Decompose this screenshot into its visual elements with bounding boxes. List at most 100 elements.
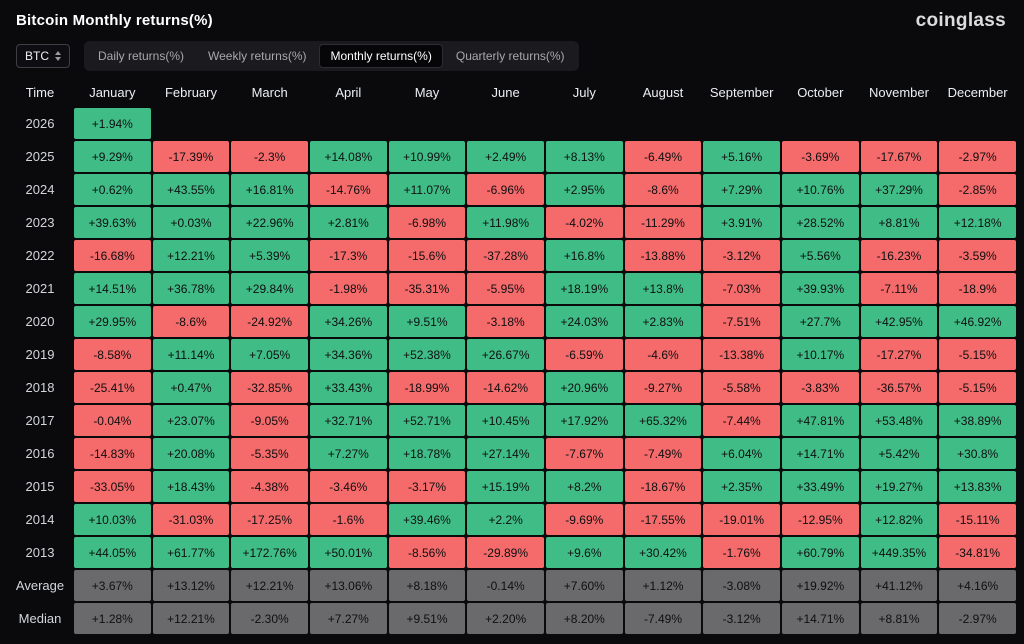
return-cell-2018-october: -3.83% <box>781 372 859 403</box>
symbol-select[interactable]: BTC <box>16 44 70 68</box>
return-cell-2022-january: -16.68% <box>74 240 151 271</box>
return-cell-2021-august: +13.8% <box>624 273 702 304</box>
return-cell-2017-april: +32.71% <box>309 405 387 436</box>
return-cell-2016-january: -14.83% <box>74 438 151 469</box>
return-cell-2013-september: -1.76% <box>703 537 780 568</box>
return-cell-2014-september: -19.01% <box>703 504 780 535</box>
return-cell-2013-december: -34.81% <box>939 537 1016 568</box>
return-cell-2013-may: -8.56% <box>388 537 466 568</box>
return-cell-2014-november: +12.82% <box>860 504 938 535</box>
empty-cell <box>467 108 544 139</box>
row-label-2021: 2021 <box>25 281 55 296</box>
return-cell-2020-march: -24.92% <box>231 306 308 337</box>
return-cell-2026-january: +1.94% <box>74 108 151 139</box>
row-label-2022: 2022 <box>25 248 55 263</box>
return-cell-2018-august: -9.27% <box>624 372 702 403</box>
tab-quarterly-returns[interactable]: Quarterly returns(%) <box>445 44 576 68</box>
return-cell-2020-september: -7.51% <box>703 306 780 337</box>
return-cell-2014-february: -31.03% <box>152 504 230 535</box>
tab-monthly-returns[interactable]: Monthly returns(%) <box>319 44 443 68</box>
return-cell-average-july: +7.60% <box>545 570 623 601</box>
row-label-2020: 2020 <box>25 314 55 329</box>
return-cell-2018-june: -14.62% <box>467 372 544 403</box>
col-header-september: September <box>709 84 774 100</box>
return-cell-2013-august: +30.42% <box>624 537 702 568</box>
col-header-december: December <box>947 84 1008 100</box>
return-cell-2019-september: -13.38% <box>703 339 780 370</box>
return-cell-2025-july: +8.13% <box>545 141 623 172</box>
col-header-august: August <box>642 84 684 100</box>
return-cell-2025-april: +14.08% <box>309 141 387 172</box>
return-cell-2014-april: -1.6% <box>309 504 387 535</box>
return-cell-median-june: +2.20% <box>467 603 544 634</box>
return-cell-2025-december: -2.97% <box>939 141 1016 172</box>
row-label-2016: 2016 <box>25 446 55 461</box>
return-cell-2024-october: +10.76% <box>781 174 859 205</box>
return-cell-2022-may: -15.6% <box>388 240 466 271</box>
coinglass-logo: coinglass <box>915 9 1006 31</box>
return-cell-2020-april: +34.26% <box>309 306 387 337</box>
return-cell-2017-december: +38.89% <box>939 405 1016 436</box>
return-cell-2016-april: +7.27% <box>309 438 387 469</box>
return-cell-2019-october: +10.17% <box>781 339 859 370</box>
return-cell-2013-february: +61.77% <box>152 537 230 568</box>
return-cell-2022-november: -16.23% <box>860 240 938 271</box>
return-cell-2021-april: -1.98% <box>309 273 387 304</box>
return-cell-2013-april: +50.01% <box>309 537 387 568</box>
return-cell-median-august: -7.49% <box>624 603 702 634</box>
return-cell-median-february: +12.21% <box>152 603 230 634</box>
row-label-median: Median <box>18 611 62 626</box>
return-cell-2025-march: -2.3% <box>231 141 308 172</box>
empty-cell <box>782 108 859 139</box>
return-cell-2015-september: +2.35% <box>703 471 780 502</box>
return-cell-median-september: -3.12% <box>703 603 780 634</box>
select-arrows-icon <box>55 51 61 61</box>
return-cell-2022-july: +16.8% <box>545 240 623 271</box>
return-cell-2025-september: +5.16% <box>703 141 780 172</box>
tab-daily-returns[interactable]: Daily returns(%) <box>87 44 195 68</box>
return-cell-2022-march: +5.39% <box>231 240 308 271</box>
return-cell-2014-august: -17.55% <box>624 504 702 535</box>
row-label-2018: 2018 <box>25 380 55 395</box>
return-cell-2021-june: -5.95% <box>467 273 544 304</box>
col-header-october: October <box>797 84 844 100</box>
col-header-january: January <box>89 84 136 100</box>
return-cell-2024-august: -8.6% <box>624 174 702 205</box>
return-cell-2014-july: -9.69% <box>545 504 623 535</box>
return-cell-2016-july: -7.67% <box>545 438 623 469</box>
return-cell-2015-march: -4.38% <box>231 471 308 502</box>
col-header-february: February <box>164 84 217 100</box>
return-cell-2015-february: +18.43% <box>152 471 230 502</box>
return-cell-2025-may: +10.99% <box>388 141 466 172</box>
return-cell-2021-july: +18.19% <box>545 273 623 304</box>
return-cell-2017-august: +65.32% <box>624 405 702 436</box>
return-cell-2024-november: +37.29% <box>860 174 938 205</box>
row-label-average: Average <box>15 578 65 593</box>
return-cell-2022-october: +5.56% <box>781 240 859 271</box>
row-label-2019: 2019 <box>25 347 55 362</box>
return-cell-median-april: +7.27% <box>309 603 387 634</box>
return-cell-2018-december: -5.15% <box>939 372 1016 403</box>
col-header-may: May <box>414 84 440 100</box>
return-cell-2024-january: +0.62% <box>74 174 151 205</box>
return-cell-2013-june: -29.89% <box>467 537 544 568</box>
return-cell-2019-may: +52.38% <box>388 339 466 370</box>
return-cell-2021-october: +39.93% <box>781 273 859 304</box>
return-cell-2013-november: +449.35% <box>860 537 938 568</box>
return-cell-2016-march: -5.35% <box>231 438 308 469</box>
return-cell-2015-october: +33.49% <box>781 471 859 502</box>
col-header-june: June <box>491 84 520 100</box>
return-cell-2020-june: -3.18% <box>467 306 544 337</box>
return-cell-2020-february: -8.6% <box>152 306 230 337</box>
return-cell-2015-june: +15.19% <box>467 471 544 502</box>
row-label-2017: 2017 <box>25 413 55 428</box>
return-cell-2019-april: +34.36% <box>309 339 387 370</box>
return-cell-2017-november: +53.48% <box>860 405 938 436</box>
return-cell-2023-september: +3.91% <box>703 207 780 238</box>
return-cell-2023-october: +28.52% <box>781 207 859 238</box>
tab-weekly-returns[interactable]: Weekly returns(%) <box>197 44 317 68</box>
return-cell-2025-june: +2.49% <box>467 141 544 172</box>
return-cell-2015-august: -18.67% <box>624 471 702 502</box>
return-cell-2021-february: +36.78% <box>152 273 230 304</box>
return-cell-2020-october: +27.7% <box>781 306 859 337</box>
